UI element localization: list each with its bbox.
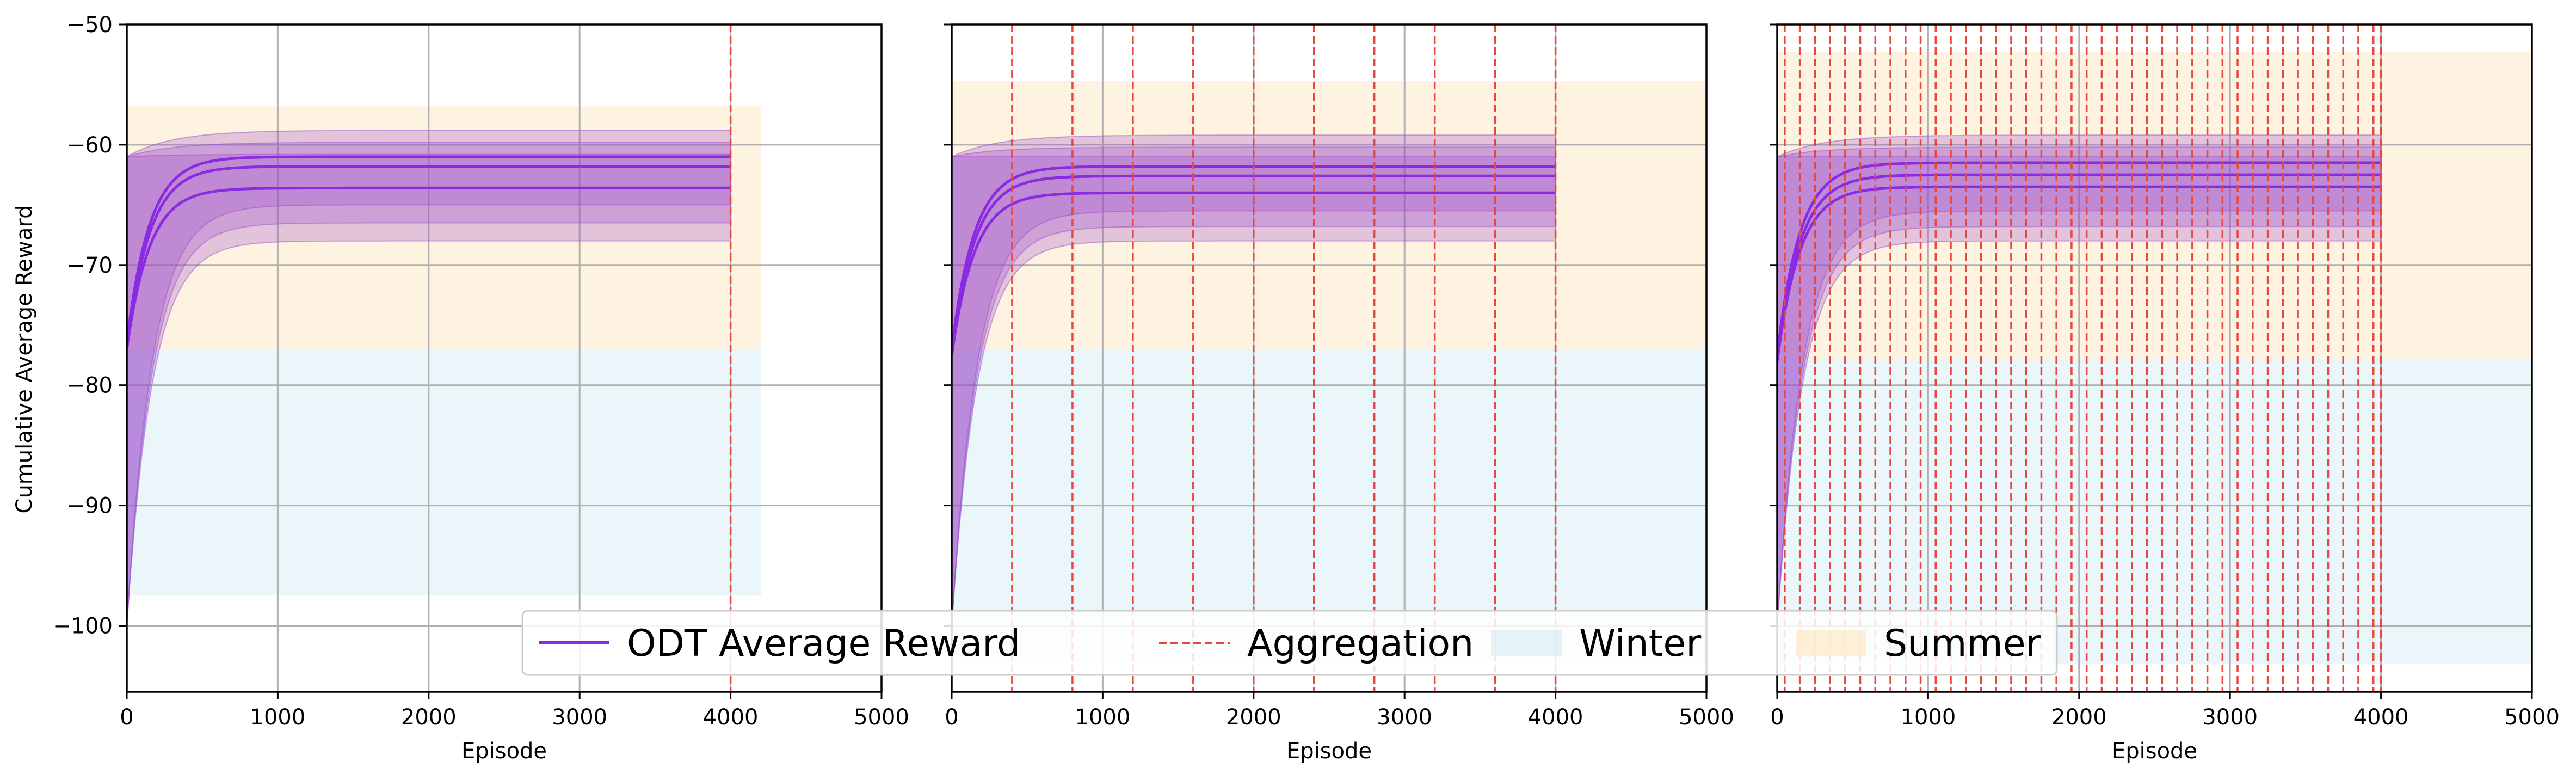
- x-tick-label: 4000: [703, 705, 759, 730]
- x-tick-label: 0: [120, 705, 133, 730]
- x-tick-label: 2000: [401, 705, 457, 730]
- y-tick-label: −70: [67, 253, 113, 278]
- plot-panels: 0 1000 2000 3000 4000 5000 Episode −50 −60 −70 −80…: [53, 13, 2560, 764]
- axes-frame: [126, 23, 883, 693]
- x-axis-label: Episode: [1286, 739, 1372, 764]
- legend-label: ODT Average Reward: [627, 622, 1020, 665]
- legend-label: Aggregation: [1247, 622, 1474, 665]
- x-axis-label: Episode: [2112, 739, 2197, 764]
- y-axis-label: Cumulative Average Reward: [12, 205, 37, 514]
- confidence-band-2: [952, 146, 1556, 626]
- reward-curve-2: [1777, 173, 2381, 361]
- summer-span: [1777, 52, 2532, 359]
- x-tick-label: 5000: [2504, 705, 2560, 730]
- reward-curve-3: [952, 191, 1556, 355]
- panel-1: 0 1000 2000 3000 4000 5000 Episode −50 −60 −70 −80…: [53, 13, 909, 764]
- summer-span: [127, 106, 761, 349]
- legend-box: [521, 610, 2058, 676]
- reward-curve-2: [127, 165, 731, 349]
- x-tick-label: 5000: [854, 705, 909, 730]
- legend-label: Winter: [1579, 622, 1701, 665]
- confidence-band-2: [1777, 146, 2382, 626]
- x-tick-label: 1000: [1075, 705, 1131, 730]
- x-tick-label: 4000: [1528, 705, 1583, 730]
- x-tick-label: 0: [1770, 705, 1784, 730]
- legend-label: Summer: [1884, 622, 2041, 665]
- x-tick-label: 1000: [250, 705, 306, 730]
- x-tick-label: 2000: [1226, 705, 1281, 730]
- x-axis-label: Episode: [461, 739, 547, 764]
- plot-area: [127, 24, 882, 692]
- plot-area: [1777, 24, 2532, 692]
- plot-area: [952, 24, 1706, 692]
- y-tick-label: −90: [67, 494, 113, 519]
- axes-frame: [1776, 23, 2533, 693]
- legend-swatch-summer: [1796, 630, 1866, 656]
- x-tick-label: 2000: [2051, 705, 2107, 730]
- reward-curve-3: [127, 186, 731, 349]
- x-tick-label: 1000: [1901, 705, 1956, 730]
- panel-2: 0 1000 2000 3000 4000 5000 Episode: [944, 23, 1734, 764]
- y-tick-label: −50: [67, 13, 113, 38]
- winter-span: [127, 349, 761, 596]
- x-tick-label: 4000: [2353, 705, 2409, 730]
- legend-swatch-winter: [1491, 630, 1562, 656]
- x-tick-label: 3000: [2202, 705, 2258, 730]
- confidence-band-1: [1777, 134, 2382, 626]
- x-tick-label: 0: [945, 705, 958, 730]
- panel-3: 0 1000 2000 3000 4000 5000 Episode: [1770, 23, 2560, 764]
- y-tick-label: −100: [53, 614, 113, 639]
- x-tick-label: 3000: [552, 705, 607, 730]
- confidence-band-3: [127, 153, 731, 626]
- summer-span: [952, 81, 1706, 349]
- y-tick-label: −60: [67, 133, 113, 158]
- x-tick-label: 5000: [1679, 705, 1734, 730]
- reward-curve-3: [1777, 185, 2381, 361]
- legend: ODT Average Reward Aggregation Winter Summe…: [521, 610, 2058, 676]
- x-tick-label: 3000: [1377, 705, 1432, 730]
- axes-frame: [951, 23, 1708, 693]
- reward-curve-1: [1777, 161, 2381, 355]
- reward-curve-1: [127, 155, 731, 343]
- y-tick-label: −80: [67, 373, 113, 398]
